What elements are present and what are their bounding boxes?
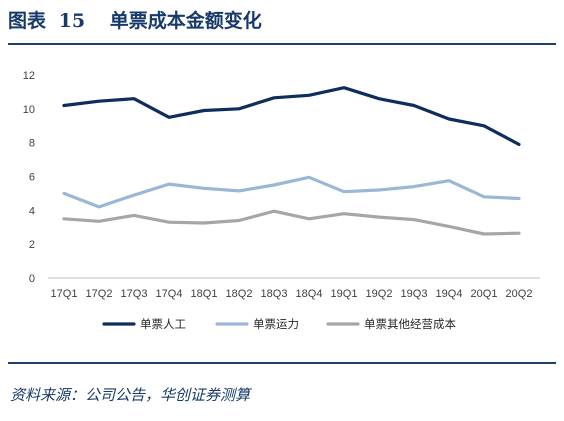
line-chart: 0 2 4 6 8 10 12 17Q1 17Q2 17Q3 17Q4 18Q1 18Q2 18Q3 18Q… xyxy=(23,70,540,331)
source-rule xyxy=(8,362,556,364)
x-tick-label: 17Q1 xyxy=(51,288,78,300)
axis-layer: 0 2 4 6 8 10 12 17Q1 17Q2 17Q3 17Q4 18Q1 18Q2 18Q3 18Q… xyxy=(23,70,540,300)
legend-label: 单票人工 xyxy=(140,317,186,331)
y-tick-label: 10 xyxy=(23,104,35,116)
y-tick-label: 0 xyxy=(29,273,35,285)
x-tick-label: 20Q2 xyxy=(506,288,533,300)
x-tick-label: 18Q1 xyxy=(191,288,218,300)
x-tick-label: 20Q1 xyxy=(471,288,498,300)
x-tick-label: 19Q4 xyxy=(436,288,463,300)
y-tick-label: 12 xyxy=(23,70,35,82)
figure-number: 15 xyxy=(58,10,86,32)
legend-item: 单票其他经营成本 xyxy=(326,317,456,331)
legend-label: 单票运力 xyxy=(253,317,299,331)
y-tick-label: 6 xyxy=(29,172,35,184)
y-tick-label: 2 xyxy=(29,239,35,251)
x-tick-label: 17Q3 xyxy=(121,288,148,300)
legend-item: 单票人工 xyxy=(102,317,186,331)
y-tick-label: 4 xyxy=(29,205,35,217)
x-tick-label: 19Q2 xyxy=(366,288,393,300)
x-tick-label: 17Q2 xyxy=(86,288,113,300)
figure-title-text: 单票成本金额变化 xyxy=(109,10,262,32)
source-note: 资料来源：公司公告，华创证券测算 xyxy=(10,386,251,404)
x-tick-label: 18Q3 xyxy=(261,288,288,300)
x-tick-label: 19Q1 xyxy=(331,288,358,300)
series-line xyxy=(62,175,521,209)
title-rule xyxy=(8,43,556,45)
figure-label: 图表 xyxy=(8,10,47,32)
series-line xyxy=(62,209,521,236)
x-tick-label: 18Q2 xyxy=(226,288,253,300)
figure-title: 图表 15 单票成本金额变化 xyxy=(8,6,262,36)
legend-label: 单票其他经营成本 xyxy=(364,317,456,331)
legend: 单票人工 单票运力 单票其他经营成本 xyxy=(102,317,456,331)
legend-item: 单票运力 xyxy=(215,317,299,331)
y-tick-label: 8 xyxy=(29,138,35,150)
x-tick-label: 17Q4 xyxy=(156,288,183,300)
series-line xyxy=(62,86,521,147)
series-layer xyxy=(62,86,521,236)
x-tick-label: 19Q3 xyxy=(401,288,428,300)
x-tick-label: 18Q4 xyxy=(296,288,323,300)
